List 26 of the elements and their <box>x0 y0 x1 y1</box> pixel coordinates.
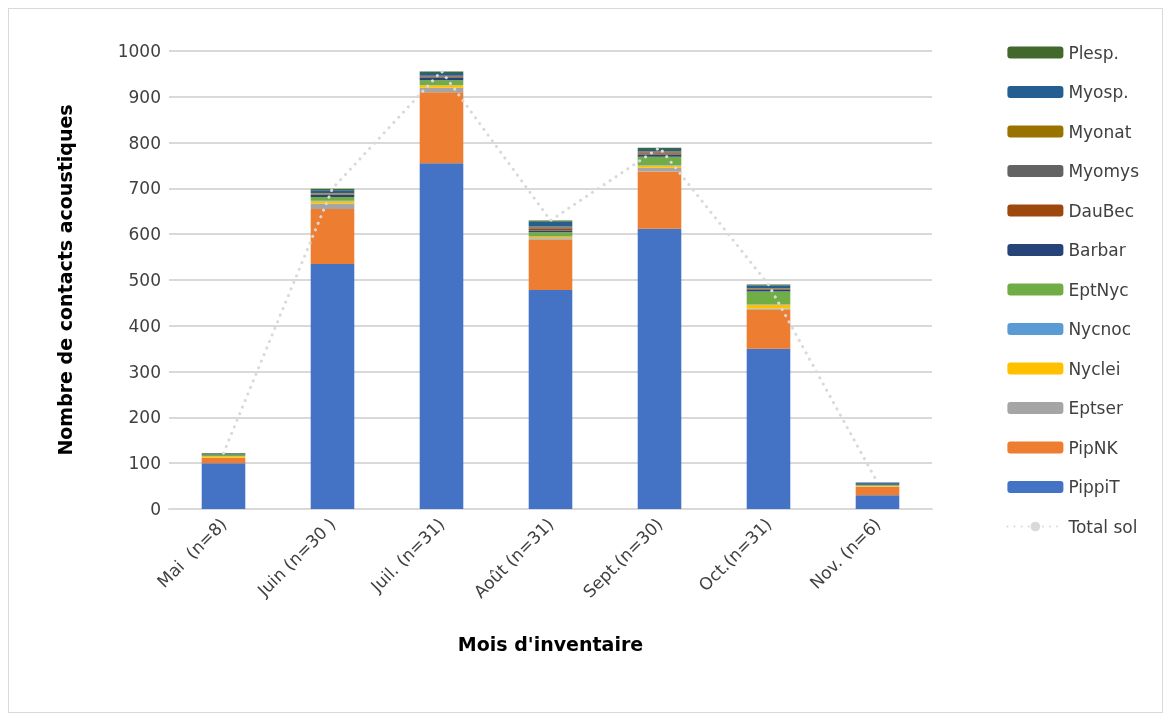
y-tick-label: 500 <box>128 270 161 290</box>
legend-label: Total sol <box>1067 516 1138 537</box>
legend-label: Nyclei <box>1068 358 1121 379</box>
y-tick-label: 800 <box>128 132 161 153</box>
y-tick-label: 900 <box>128 86 161 107</box>
legend-label: PipNK <box>1068 437 1119 458</box>
legend-label: Myosp. <box>1068 82 1129 102</box>
legend-label: Myomys <box>1068 161 1140 181</box>
y-axis-title: Nombre de contacts acoustiques <box>53 104 76 456</box>
y-tick-label: 1000 <box>117 41 161 61</box>
y-tick-label: 0 <box>150 499 161 519</box>
y-tick-label: 300 <box>128 361 161 382</box>
y-tick-label: 700 <box>128 178 161 199</box>
legend-label: Nycnoc <box>1068 319 1132 339</box>
legend-label: Myonat <box>1068 121 1132 142</box>
y-tick-label: 200 <box>128 407 161 428</box>
legend-label: Barbar <box>1068 240 1126 260</box>
legend-label: EptNyc <box>1068 279 1129 300</box>
y-tick-label: 600 <box>128 224 161 245</box>
legend-label: PippiT <box>1068 477 1121 497</box>
legend-label: Eptser <box>1068 398 1123 418</box>
x-axis-title: Mois d'inventaire <box>457 632 644 655</box>
y-tick-label: 400 <box>128 315 161 336</box>
y-tick-label: 100 <box>128 453 161 474</box>
legend-label: Plesp. <box>1068 42 1119 63</box>
legend-label: DauBec <box>1068 200 1135 221</box>
